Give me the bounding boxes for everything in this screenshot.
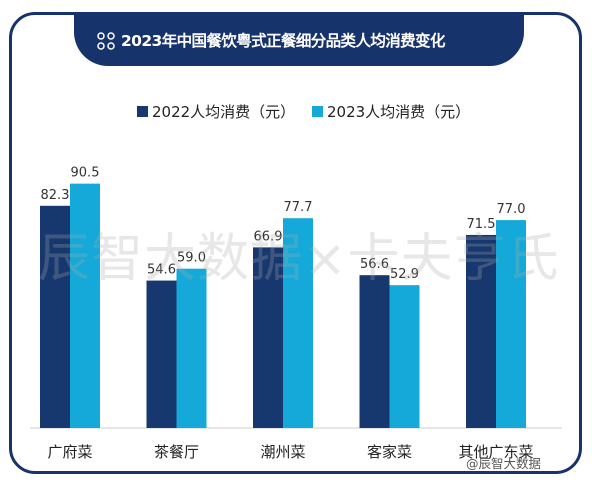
bar-2023-0 [70,183,100,428]
legend-swatch-2022 [137,105,148,117]
legend-label-2023: 2023人均消费（元） [327,102,471,121]
value-label-2023-1: 59.0 [177,251,206,266]
bar-2022-1 [146,280,177,428]
value-label-2023-3: 52.9 [390,267,419,282]
bar-2022-4 [466,234,496,428]
bar-2023-1 [176,268,207,428]
grid-dots-icon [97,32,115,50]
value-label-2023-4: 77.0 [497,202,526,217]
legend: 2022人均消费（元） 2023人均消费（元） [0,100,592,122]
legend-item-2023: 2023人均消费（元） [312,100,470,122]
bar-2022-2 [253,247,283,428]
category-label-4: 其他广东菜 [458,443,533,461]
watermark: 辰智大数据×卡夫亨氏 [38,229,560,289]
source-credit: @辰智大数据 [466,456,542,471]
legend-label-2022: 2022人均消费（元） [152,102,296,121]
value-label-2022-1: 54.6 [147,263,176,278]
legend-swatch-2023 [312,105,323,117]
category-label-2: 潮州菜 [260,443,305,461]
legend-item-2022: 2022人均消费（元） [137,100,295,122]
value-label-2022-3: 56.6 [360,257,389,272]
bar-2023-2 [283,218,313,428]
bar-2022-3 [359,275,390,428]
value-label-2022-0: 82.3 [41,188,70,203]
title-bar [74,12,524,66]
category-label-1: 茶餐厅 [154,443,199,461]
bar-2023-3 [389,285,420,428]
value-label-2023-0: 90.5 [71,166,100,181]
chart-title: 2023年中国餐饮粤式正餐细分品类人均消费变化 [121,32,445,50]
bar-2022-0 [40,205,70,428]
category-label-0: 广府菜 [47,443,92,461]
bar-2023-4 [496,220,526,428]
value-label-2023-2: 77.7 [284,200,313,215]
value-label-2022-4: 71.5 [467,217,496,232]
value-label-2022-2: 66.9 [254,229,283,244]
category-label-3: 客家菜 [367,443,412,461]
